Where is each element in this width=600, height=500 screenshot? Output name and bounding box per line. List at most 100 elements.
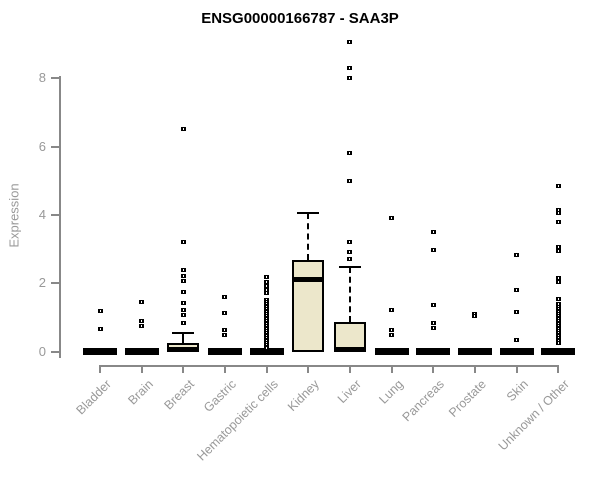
outlier-point xyxy=(430,302,436,307)
outlier-point xyxy=(180,240,186,245)
whisker-line xyxy=(348,266,351,322)
outlier-point xyxy=(555,279,561,284)
outlier-point xyxy=(222,311,228,316)
chart-title: ENSG00000166787 - SAA3P xyxy=(201,10,399,27)
y-tick-label: 4 xyxy=(38,206,46,222)
x-tick xyxy=(473,365,476,373)
outlier-point xyxy=(222,332,228,337)
outlier-point xyxy=(389,216,395,221)
outlier-point xyxy=(514,338,520,343)
outlier-point xyxy=(430,321,436,326)
outlier-point xyxy=(430,230,436,234)
outlier-point xyxy=(347,240,353,245)
outlier-point xyxy=(347,65,353,70)
collapsed-box xyxy=(374,348,409,356)
median-line xyxy=(333,346,366,352)
outlier-point xyxy=(264,284,270,289)
outlier-point xyxy=(555,301,561,306)
collapsed-box xyxy=(124,348,159,356)
whisker-cap xyxy=(172,331,195,334)
outlier-point xyxy=(347,40,353,45)
outlier-point xyxy=(97,308,103,313)
collapsed-box xyxy=(499,348,534,356)
outlier-point xyxy=(555,296,561,301)
whisker-line xyxy=(307,213,310,261)
outlier-point xyxy=(472,313,478,318)
y-tick-label: 2 xyxy=(38,275,46,291)
outlier-point xyxy=(430,248,436,253)
outlier-point xyxy=(555,245,561,250)
outlier-point xyxy=(97,327,103,332)
outlier-point xyxy=(180,289,186,294)
outlier-point xyxy=(180,312,186,317)
x-tick xyxy=(348,365,351,373)
outlier-point xyxy=(555,341,561,346)
outlier-point xyxy=(430,326,436,331)
collapsed-box xyxy=(83,348,117,356)
outlier-point xyxy=(389,307,395,312)
x-tick xyxy=(307,365,310,373)
outlier-point xyxy=(347,178,353,183)
outlier-point xyxy=(139,300,145,305)
x-tick xyxy=(432,365,435,373)
collapsed-box xyxy=(249,348,284,356)
outlier-point xyxy=(514,288,520,293)
y-tick xyxy=(51,213,60,216)
whisker-cap xyxy=(297,212,320,215)
box xyxy=(333,321,366,352)
box xyxy=(292,260,325,352)
outlier-point xyxy=(180,278,186,283)
outlier-point xyxy=(514,309,520,314)
outlier-point xyxy=(389,328,395,333)
outlier-point xyxy=(555,219,561,224)
x-label-unknown-other: Unknown / Other xyxy=(495,377,573,454)
outlier-point xyxy=(347,249,353,254)
outlier-point xyxy=(389,332,395,337)
x-tick xyxy=(515,365,518,373)
y-tick xyxy=(51,350,60,353)
outlier-point xyxy=(555,183,561,188)
outlier-point xyxy=(347,151,353,156)
x-axis-line xyxy=(99,365,560,367)
x-tick xyxy=(223,365,226,373)
outlier-point xyxy=(264,274,270,279)
y-tick xyxy=(51,77,60,80)
outlier-point xyxy=(555,276,561,281)
outlier-point xyxy=(555,211,561,216)
outlier-point xyxy=(180,321,186,326)
outlier-point xyxy=(222,328,228,333)
y-tick xyxy=(51,282,60,285)
outlier-point xyxy=(180,273,186,278)
x-tick xyxy=(140,365,143,373)
y-axis-line xyxy=(59,76,61,358)
median-line xyxy=(292,277,325,283)
outlier-point xyxy=(139,318,145,323)
y-tick-label: 6 xyxy=(38,138,46,154)
whisker-cap xyxy=(338,265,361,268)
whisker-line xyxy=(182,332,185,344)
outlier-point xyxy=(264,346,270,351)
outlier-point xyxy=(555,248,561,253)
outlier-point xyxy=(264,279,270,284)
outlier-point xyxy=(180,307,186,312)
x-tick xyxy=(99,365,101,373)
outlier-point xyxy=(222,294,228,299)
x-tick xyxy=(557,365,560,373)
collapsed-box xyxy=(541,348,576,356)
outlier-point xyxy=(347,257,353,262)
y-tick-label: 8 xyxy=(38,70,46,86)
outlier-point xyxy=(555,207,561,212)
outlier-point xyxy=(264,288,270,293)
outlier-point xyxy=(347,76,353,81)
x-tick xyxy=(390,365,393,373)
collapsed-box xyxy=(457,348,492,356)
collapsed-box xyxy=(416,348,451,356)
collapsed-box xyxy=(207,348,242,356)
x-tick xyxy=(265,365,268,373)
outlier-point xyxy=(139,324,145,329)
x-tick xyxy=(182,365,185,373)
outlier-point xyxy=(264,291,270,296)
y-tick xyxy=(51,145,60,148)
outlier-point xyxy=(180,300,186,305)
y-tick-label: 0 xyxy=(38,343,46,359)
